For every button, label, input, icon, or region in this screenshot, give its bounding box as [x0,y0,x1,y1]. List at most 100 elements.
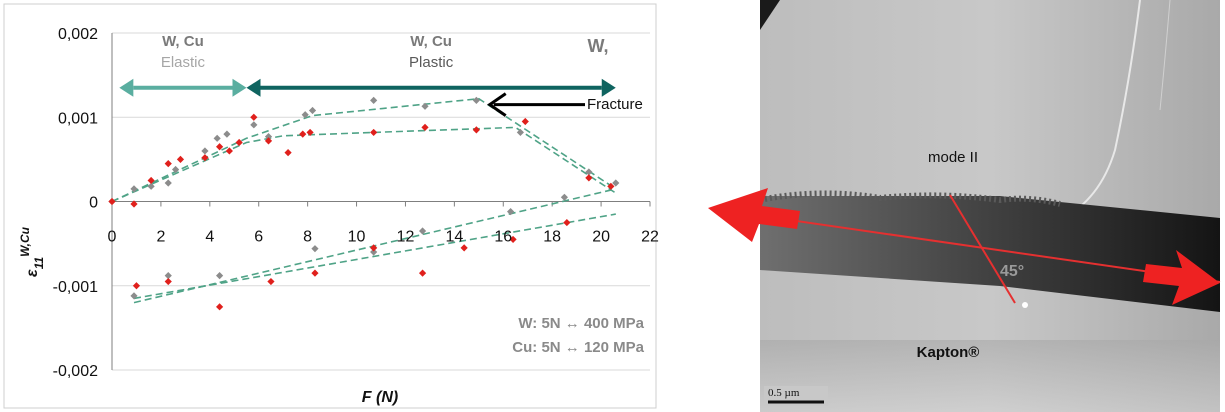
range-arrow-right-head [232,78,247,97]
data-point [164,272,172,280]
chart-frame [3,3,657,409]
fracture-label: Fracture [587,96,643,113]
data-point [370,96,378,104]
data-point [108,197,116,206]
data-point [250,121,258,129]
x-tick-label: 12 [397,229,415,246]
note-cu: Cu: 5N ↔ 120 MPa [512,339,644,356]
x-axis-title: F (N) [362,389,398,406]
data-point [299,130,307,138]
data-point [585,168,593,176]
range-arrow-left-head [246,78,261,97]
x-tick-label: 18 [543,229,561,246]
data-point [472,96,480,104]
range-materials-label: W, Cu [410,33,452,50]
mode-label: mode II [928,149,978,166]
angle-label: 45° [1000,263,1024,280]
data-point [130,185,138,193]
y-axis-title-main: ε [24,269,41,277]
x-tick-label: 0 [108,229,117,246]
data-point [147,176,155,185]
x-tick-label: 10 [348,229,366,246]
data-point [306,128,314,137]
data-point [308,106,317,115]
x-tick-label: 20 [592,229,610,246]
film-edge-line-secondary [1159,0,1171,111]
data-point [216,272,224,280]
range-materials-label: W, Cu [162,33,204,50]
strain-force-chart: W, Cu Elastic W, Cu Plastic 0,002 0,001 0 -0,0… [3,3,659,409]
range-regime-label: Elastic [161,54,206,71]
micrograph-svg: mode II 45° Kapton® 0.5 µm [708,0,1221,412]
data-point [267,277,275,286]
data-point [130,200,138,208]
data-point [164,159,172,168]
y-axis-title: ε11W,Cu [18,226,46,277]
data-point [460,244,468,252]
data-point [418,269,427,277]
data-point [176,155,185,163]
data-point [507,208,515,216]
x-tick-label: 8 [303,229,312,246]
data-point [370,128,378,137]
x-tick-label: 6 [254,229,263,246]
data-point [201,147,209,155]
tick-labels: 0,002 0,001 0 -0,001 -0,002 0 2 4 6 8 10 12 14 16 18 20… [53,26,659,380]
data-point [171,165,180,174]
data-point [370,248,378,256]
tem-micrograph: mode II 45° Kapton® 0.5 µm [700,0,1225,412]
data-point [216,303,224,311]
data-point [421,123,429,131]
material-label: Kapton® [917,344,980,361]
range-material-cu: , Cu [175,33,203,50]
data-point [311,245,319,253]
stress-axis-line [754,214,1221,283]
right-stress-arrow-icon [1143,250,1220,305]
range-arrow-left-head [119,78,134,97]
data-point [225,147,233,155]
y-tick-label: 0 [89,195,98,212]
x-tick-label: 2 [156,229,165,246]
shear-plane-line [949,194,1016,304]
data-point [130,292,138,300]
stress-arrows [708,188,1221,308]
range-material-w: W [410,33,425,50]
data-point [563,218,571,227]
data-point [560,193,569,201]
range-material-cu: , Cu [424,33,452,50]
data-point [418,227,427,235]
kapton-region [760,340,1220,412]
data-points [108,96,620,311]
range-regime-label: Plastic [409,54,454,71]
data-point [612,179,620,187]
data-point [516,128,524,137]
note-w: W: 5N ↔ 400 MPa [518,315,644,332]
x-tick-label: 16 [494,229,512,246]
data-point [421,102,429,110]
data-point [585,174,593,182]
data-point [132,282,141,290]
data-point [607,182,615,190]
data-point [250,113,258,121]
data-point [164,277,172,286]
right-series-label: W, [588,36,609,56]
x-tick-label: 22 [641,229,659,246]
trend-line [111,97,617,203]
data-point [164,179,172,187]
x-tick-label: 4 [205,229,214,246]
data-point [311,269,319,277]
data-point [264,137,273,145]
y-axis-title-sup: W,Cu [18,226,32,256]
scale-bar-label: 0.5 µm [768,387,800,399]
data-point [235,138,243,147]
data-point [521,117,529,126]
data-point [301,111,309,119]
data-point [213,134,221,142]
data-point [284,149,292,157]
corner-shadow [760,0,780,30]
data-point [509,235,517,244]
fracture-spot [1022,302,1028,308]
data-point [147,182,155,190]
trend-line [111,126,617,203]
